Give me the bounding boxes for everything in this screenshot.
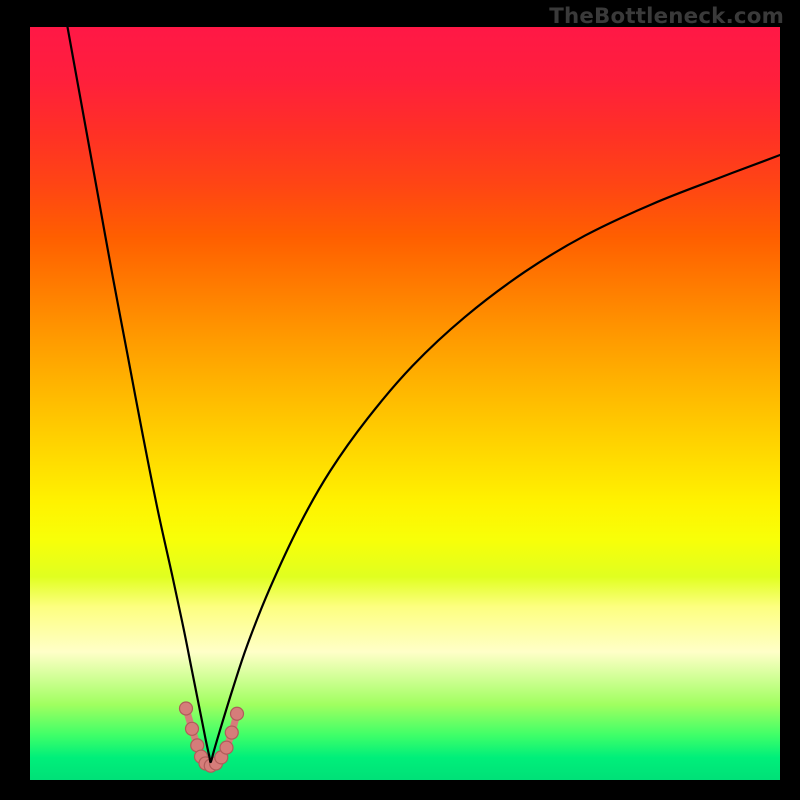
watermark-text: TheBottleneck.com xyxy=(549,4,784,29)
data-marker xyxy=(220,741,233,754)
data-marker xyxy=(225,726,238,739)
chart-background-gradient xyxy=(30,27,780,780)
data-marker xyxy=(180,702,193,715)
data-marker xyxy=(231,707,244,720)
data-marker xyxy=(186,722,199,735)
chart-container: TheBottleneck.com xyxy=(0,0,800,800)
bottleneck-chart xyxy=(30,27,780,780)
